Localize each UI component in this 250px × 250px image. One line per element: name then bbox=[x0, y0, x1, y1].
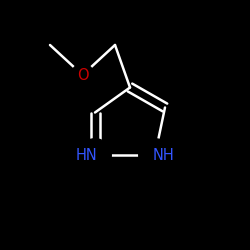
Circle shape bbox=[79, 139, 111, 171]
Circle shape bbox=[71, 64, 94, 86]
Text: NH: NH bbox=[152, 148, 174, 162]
Circle shape bbox=[139, 139, 171, 171]
Text: O: O bbox=[77, 68, 88, 82]
Text: HN: HN bbox=[76, 148, 98, 162]
